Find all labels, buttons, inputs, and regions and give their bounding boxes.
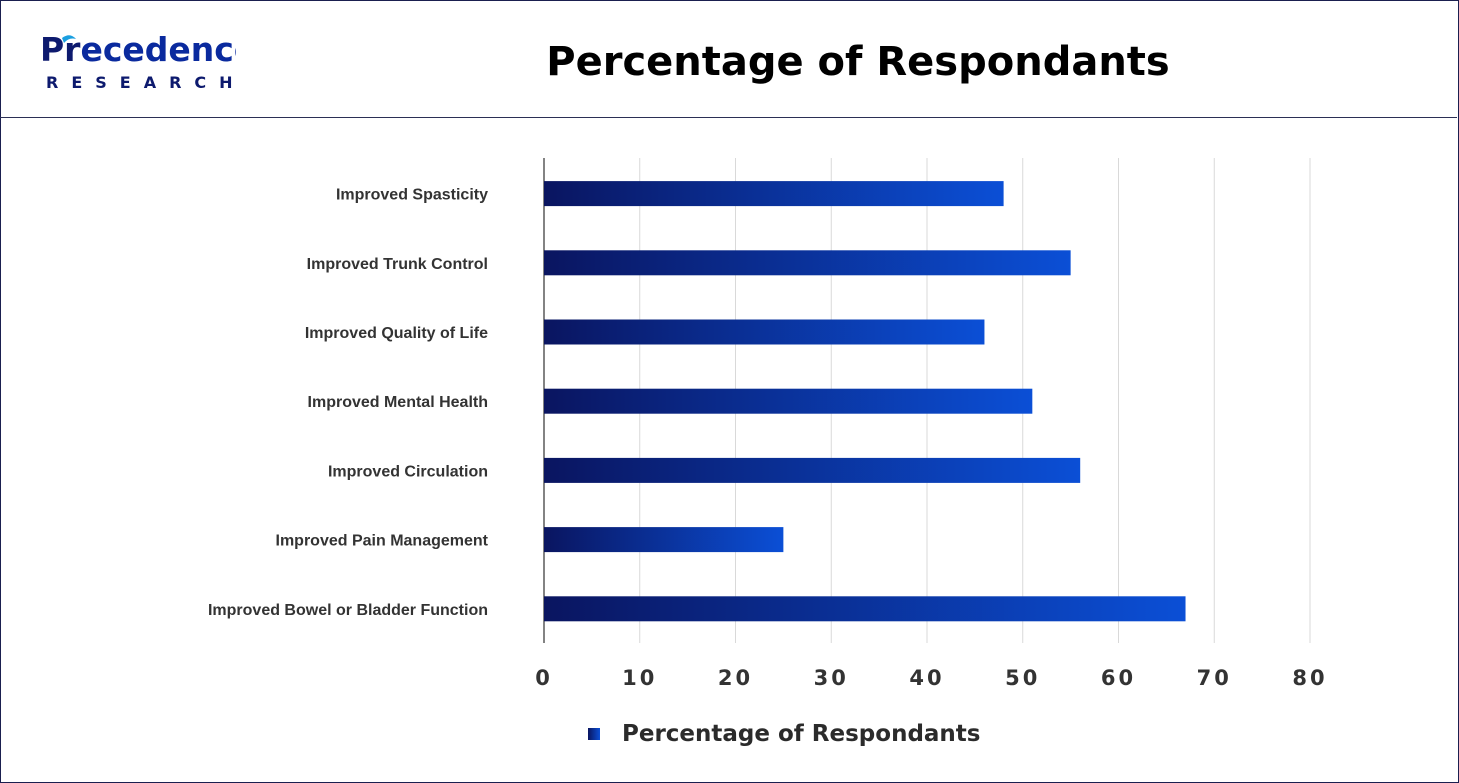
category-label: Improved Trunk Control [307,256,488,273]
svg-text:RESEARCH: RESEARCH [46,73,246,92]
x-tick-label: 30 [814,666,849,690]
logo-wordmark: Precedence [40,30,236,70]
bar [544,181,1004,207]
bars [544,181,1186,622]
category-label: Improved Circulation [328,463,488,480]
bar [544,596,1186,622]
x-tick-label: 70 [1197,666,1232,690]
header: Precedence RESEARCH Percentage of Respon… [0,0,1457,118]
chart-title: Percentage of Respondants [546,39,1170,85]
x-tick-label: 10 [622,666,657,690]
category-label: Improved Pain Management [276,533,489,550]
bar [544,250,1071,276]
x-tick-label: 60 [1101,666,1136,690]
legend: Percentage of Respondants [588,718,981,750]
legend-label: Percentage of Respondants [622,721,981,747]
category-labels: Improved Spasticity Improved Trunk Contro… [208,187,489,619]
category-label: Improved Mental Health [308,394,488,411]
x-tick-label: 50 [1005,666,1040,690]
precedence-research-logo: Precedence RESEARCH [40,30,270,100]
category-label: Improved Bowel or Bladder Function [208,602,488,619]
x-tick-label: 20 [718,666,753,690]
bar [544,319,985,345]
bar [544,527,784,553]
bar [544,388,1033,414]
category-label: Improved Spasticity [336,187,488,204]
svg-text:Precedence: Precedence [40,30,236,69]
category-label: Improved Quality of Life [305,325,488,342]
x-tick-labels: 0 10 20 30 40 50 60 70 80 [535,666,1327,690]
bar [544,457,1081,483]
x-tick-label: 0 [535,666,553,690]
logo-subtitle: RESEARCH [46,72,266,92]
x-tick-label: 80 [1292,666,1327,690]
legend-swatch [588,728,600,740]
x-tick-label: 40 [909,666,944,690]
